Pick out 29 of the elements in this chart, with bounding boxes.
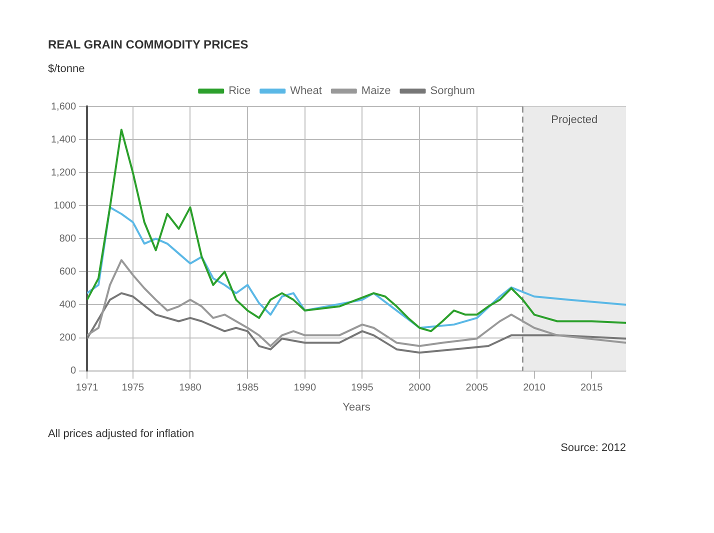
x-tick-label: 2000 — [408, 382, 432, 394]
y-tick-label: 600 — [59, 266, 76, 278]
y-tick-label: 1000 — [54, 200, 76, 212]
x-tick-label: 1975 — [122, 382, 144, 394]
y-tick-label: 1,400 — [50, 134, 76, 146]
source-note: Source: 2012 — [560, 442, 626, 454]
y-tick-label: 800 — [59, 233, 76, 244]
x-tick-label: 1985 — [236, 382, 260, 394]
x-tick-label: 2005 — [466, 382, 488, 394]
x-tick-label: 1995 — [351, 382, 374, 394]
chart-subtitle: $/tonne — [48, 63, 85, 76]
x-tick-label: 2010 — [523, 382, 546, 394]
band-label: Projected — [551, 114, 598, 126]
x-axis-title: Years — [342, 401, 371, 414]
legend-label: Sorghum — [430, 85, 475, 98]
legend-label: Wheat — [290, 85, 322, 98]
y-tick-label: 1,200 — [50, 167, 76, 178]
y-tick-label: 0 — [70, 366, 76, 377]
legend-label: Maize — [361, 85, 391, 98]
x-tick-label: 2015 — [580, 382, 604, 394]
y-tick-label: 1,600 — [50, 101, 76, 112]
text: All prices adjusted for inflation — [48, 428, 194, 442]
legend-label: Rice — [228, 85, 251, 98]
y-tick-label: 400 — [59, 300, 76, 310]
y-tick-label: 200 — [59, 332, 76, 344]
x-tick-label: 1971 — [76, 382, 99, 394]
chart-title: REAL GRAIN COMMODITY PRICES — [48, 38, 248, 52]
x-tick-label: 1990 — [294, 382, 316, 394]
x-tick-label: 1980 — [179, 382, 202, 394]
